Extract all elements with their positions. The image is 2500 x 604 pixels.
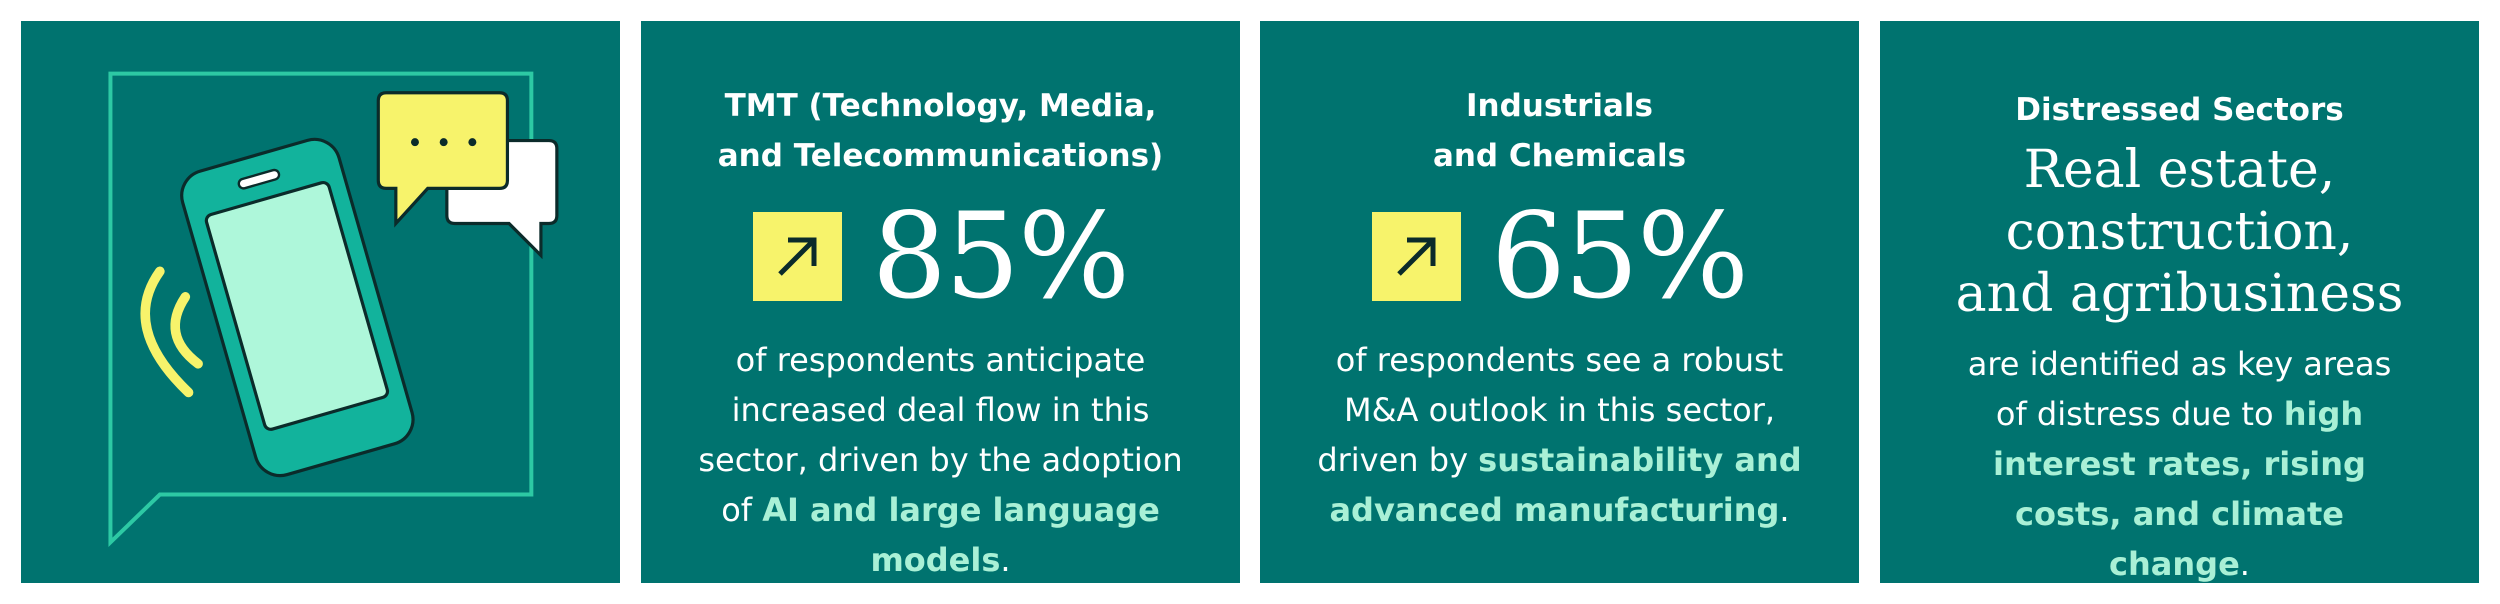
stat-row: 85% [641,181,1240,331]
trend-arrow-icon [1371,211,1461,301]
description-text: are identified as key areas of distress … [1967,345,2392,433]
heading-line: and Chemicals [1432,138,1687,174]
card-heading: Industrials and Chemicals [1260,81,1859,181]
card: Industrials and Chemicals 65% of respondent… [1260,21,1859,583]
card-description: of respondents anticipate increased deal… [691,335,1191,585]
heading-line: and Telecommunications) [717,138,1164,174]
stat-value: 85% [871,187,1130,325]
statement: Real estate, construction, and agribusines… [1880,139,2479,325]
description-end: . [1779,491,1790,529]
stat-row: 65% [1260,181,1859,331]
illustration [108,71,559,548]
card: TMT (Technology, Media, and Telecommunica… [641,21,1240,583]
description-highlight: AI and large language models [762,491,1160,579]
card-description: of respondents see a robust M&A outlook … [1300,335,1820,535]
trend-arrow-icon [752,211,842,301]
heading-line: Industrials [1465,88,1654,124]
illustration-panel [21,21,620,583]
card-heading: Distressed Sectors [1880,85,2479,135]
heading-line: Distressed Sectors [2015,92,2344,128]
description-text: of respondents anticipate increased deal… [698,341,1183,529]
stat-value: 65% [1490,187,1749,325]
statement-line: Real estate, [2023,140,2336,200]
card: Distressed Sectors Real estate, constructi… [1880,21,2479,583]
card-description: are identified as key areas of distress … [1960,339,2400,589]
description-text: of respondents see a robust M&A outlook … [1317,341,1784,479]
description-end: . [1000,541,1011,579]
description-end: . [2239,545,2250,583]
description-highlight: high interest rates, rising costs, and c… [1993,395,2366,583]
heading-line: TMT (Technology, Media, [724,88,1157,124]
description-highlight: sustainability and advanced manufacturin… [1329,441,1802,529]
statement-line: construction, [2005,202,2354,262]
statement-line: and agribusiness [1955,264,2404,324]
card-heading: TMT (Technology, Media, and Telecommunica… [641,81,1240,181]
